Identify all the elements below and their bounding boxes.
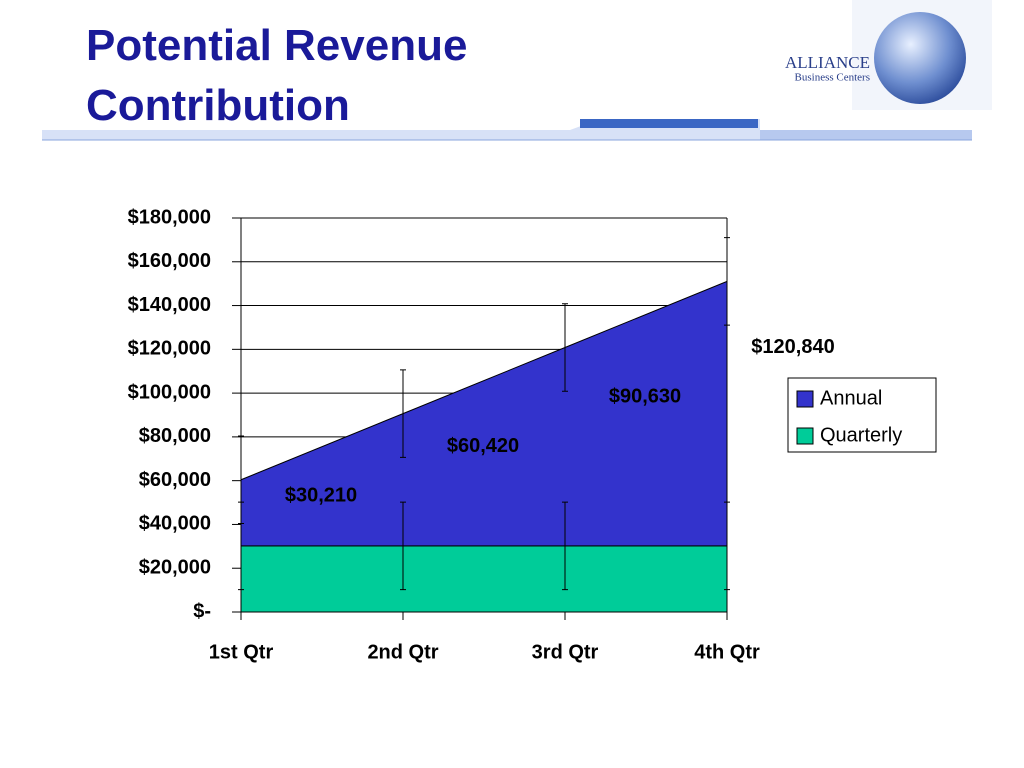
error-bar — [724, 501, 730, 591]
legend-label: Quarterly — [820, 424, 902, 446]
x-tick-label: 2nd Qtr — [367, 641, 438, 663]
y-tick-label: $- — [193, 600, 211, 622]
x-tick-label: 3rd Qtr — [532, 641, 599, 663]
legend-swatch — [796, 390, 814, 408]
header-band — [580, 119, 758, 128]
y-tick-label: $80,000 — [139, 425, 211, 447]
x-tick-label: 1st Qtr — [209, 641, 274, 663]
data-label: $90,630 — [609, 385, 681, 407]
logo-globe — [874, 12, 966, 104]
y-tick-label: $180,000 — [128, 206, 211, 228]
data-label: $120,840 — [751, 336, 834, 358]
y-tick-label: $140,000 — [128, 294, 211, 316]
y-tick-label: $160,000 — [128, 250, 211, 272]
y-tick-label: $100,000 — [128, 381, 211, 403]
slide-title: Potential Revenue Contribution — [86, 21, 468, 130]
data-label: $60,420 — [447, 435, 519, 457]
legend-label: Annual — [820, 387, 882, 409]
logo-tagline: Business Centers — [795, 72, 870, 84]
error-bar — [238, 435, 244, 525]
y-tick-label: $40,000 — [139, 513, 211, 535]
error-bar — [562, 303, 568, 392]
error-bar — [562, 501, 568, 591]
error-bar — [400, 369, 406, 458]
legend-swatch — [796, 427, 814, 445]
logo-name: ALLIANCE — [785, 53, 870, 72]
y-tick-label: $120,000 — [128, 338, 211, 360]
area — [240, 545, 728, 613]
y-tick-label: $60,000 — [139, 469, 211, 491]
x-tick-label: 4th Qtr — [694, 641, 760, 663]
header-band — [42, 119, 760, 140]
error-bar — [400, 501, 406, 591]
error-bar — [724, 237, 730, 326]
data-label: $30,210 — [285, 485, 357, 507]
y-tick-label: $20,000 — [139, 557, 211, 579]
